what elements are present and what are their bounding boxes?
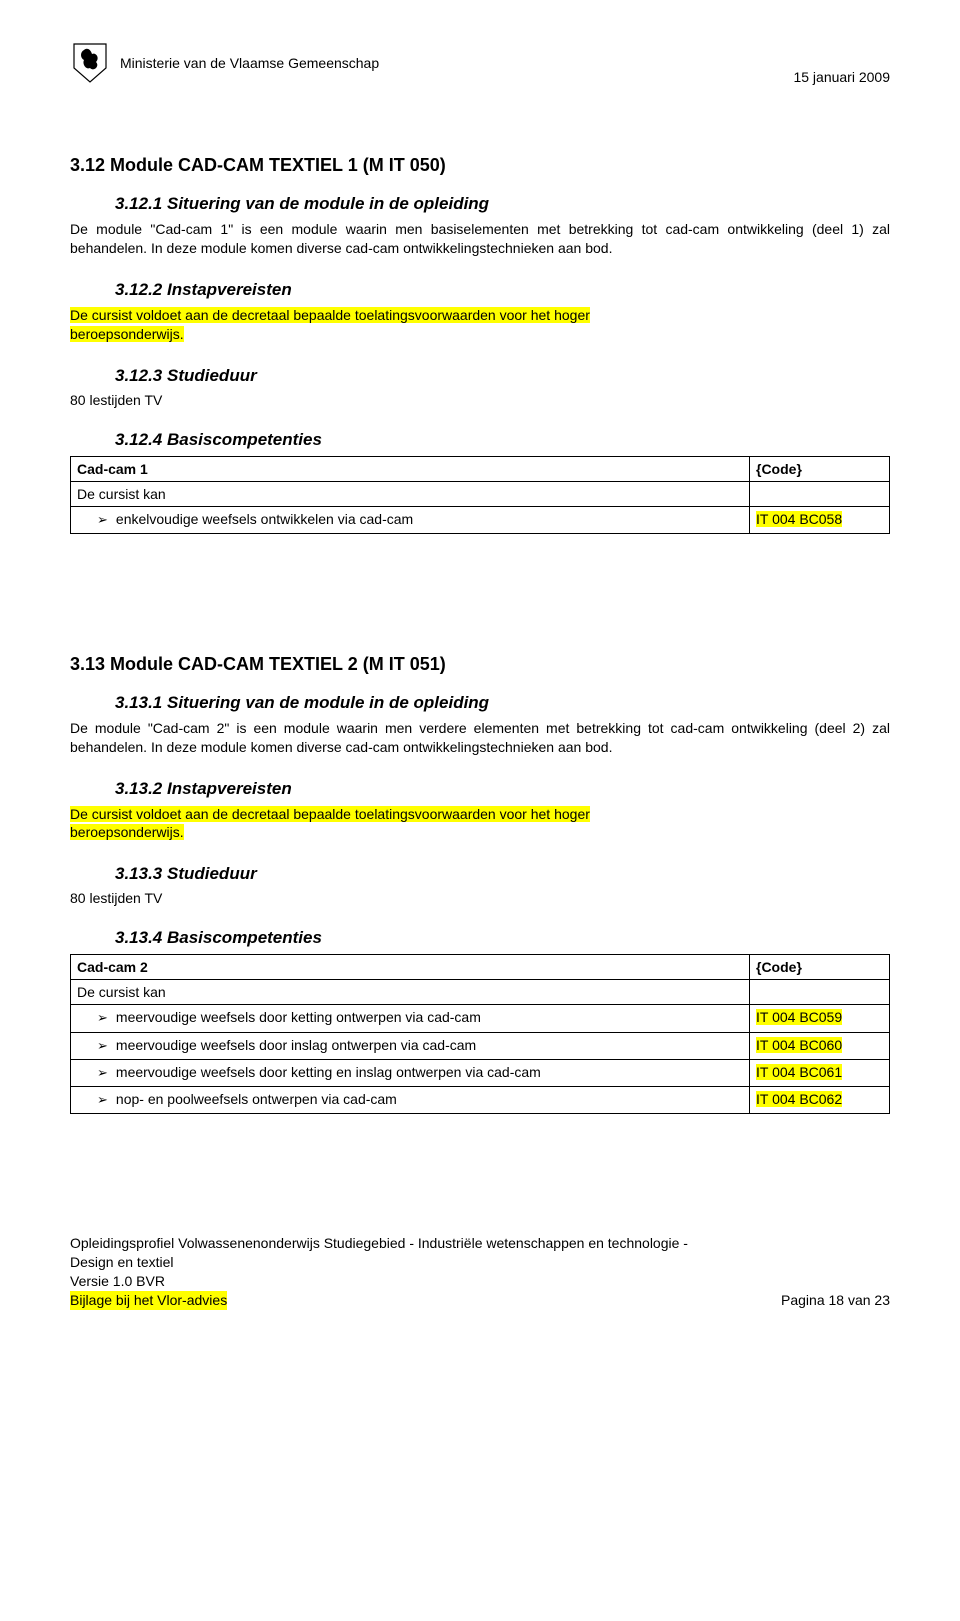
module1-s2-heading: 3.12.2 Instapvereisten [115,280,890,300]
header-date: 15 januari 2009 [793,69,890,85]
module1-s1-heading: 3.12.1 Situering van de module in de opl… [115,194,890,214]
module2-code3-cell: IT 004 BC061 [750,1059,890,1086]
module2-competency-table: Cad-cam 2 {Code} De cursist kan ➢ meervo… [70,954,890,1114]
bullet-arrow-icon: ➢ [97,1091,108,1109]
module2-item4-cell: ➢ nop- en poolweefsels ontwerpen via cad… [71,1086,750,1113]
module2-item1-cell: ➢ meervoudige weefsels door ketting ontw… [71,1005,750,1032]
module1-s3-heading: 3.12.3 Studieduur [115,366,890,386]
ministry-name: Ministerie van de Vlaamse Gemeenschap [120,55,379,71]
module1-item1-cell: ➢ enkelvoudige weefsels ontwikkelen via … [71,506,750,533]
module1-table-intro: De cursist kan [71,481,750,506]
module2-s2-body: De cursist voldoet aan de decretaal bepa… [70,805,890,843]
module1-s4-heading: 3.12.4 Basiscompetenties [115,430,890,450]
module2-code4: IT 004 BC062 [756,1091,842,1107]
module2-table-intro: De cursist kan [71,980,750,1005]
bullet-arrow-icon: ➢ [97,1037,108,1055]
page-footer: Opleidingsprofiel Volwassenenonderwijs S… [70,1234,890,1310]
module1-item1-text: enkelvoudige weefsels ontwikkelen via ca… [116,511,413,527]
module2-s2-heading: 3.13.2 Instapvereisten [115,779,890,799]
module2-item3-cell: ➢ meervoudige weefsels door ketting en i… [71,1059,750,1086]
module1-code1: IT 004 BC058 [756,511,842,527]
table-row: ➢ meervoudige weefsels door inslag ontwe… [71,1032,890,1059]
module1-table-title: Cad-cam 1 [71,456,750,481]
bullet-arrow-icon: ➢ [97,1064,108,1082]
bullet-arrow-icon: ➢ [97,1009,108,1027]
bullet-arrow-icon: ➢ [97,511,108,529]
table-cell-empty [750,980,890,1005]
module2-code3: IT 004 BC061 [756,1064,842,1080]
footer-line1: Opleidingsprofiel Volwassenenonderwijs S… [70,1234,890,1253]
module2-s1-body: De module "Cad-cam 2" is een module waar… [70,719,890,757]
module2-item1-text: meervoudige weefsels door ketting ontwer… [116,1009,481,1025]
module1-heading: 3.12 Module CAD-CAM TEXTIEL 1 (M IT 050) [70,155,890,176]
module2-code1: IT 004 BC059 [756,1009,842,1025]
table-row: ➢ nop- en poolweefsels ontwerpen via cad… [71,1086,890,1113]
table-row: ➢ meervoudige weefsels door ketting en i… [71,1059,890,1086]
table-row: Cad-cam 1 {Code} [71,456,890,481]
module2-s4-heading: 3.13.4 Basiscompetenties [115,928,890,948]
module2-item3-text: meervoudige weefsels door ketting en ins… [116,1064,541,1080]
footer-page-number: Pagina 18 van 23 [781,1291,890,1310]
module2-s3-heading: 3.13.3 Studieduur [115,864,890,884]
module2-item4-text: nop- en poolweefsels ontwerpen via cad-c… [116,1091,397,1107]
module1-s3-body: 80 lestijden TV [70,392,890,408]
module1-s2-line1: De cursist voldoet aan de decretaal bepa… [70,307,590,323]
module2-s2-line2: beroepsonderwijs. [70,824,184,840]
module2-s2-line1: De cursist voldoet aan de decretaal bepa… [70,806,590,822]
module1-competency-table: Cad-cam 1 {Code} De cursist kan ➢ enkelv… [70,456,890,534]
footer-line2: Design en textiel [70,1253,890,1272]
module2-heading: 3.13 Module CAD-CAM TEXTIEL 2 (M IT 051) [70,654,890,675]
module2-item2-cell: ➢ meervoudige weefsels door inslag ontwe… [71,1032,750,1059]
table-row: ➢ meervoudige weefsels door ketting ontw… [71,1005,890,1032]
flanders-lion-logo [70,40,110,85]
module2-code2-cell: IT 004 BC060 [750,1032,890,1059]
table-cell-empty [750,481,890,506]
footer-line4: Bijlage bij het Vlor-advies [70,1291,227,1310]
table-row: ➢ enkelvoudige weefsels ontwikkelen via … [71,506,890,533]
module1-table-code-header: {Code} [750,456,890,481]
table-row: De cursist kan [71,481,890,506]
module2-s3-body: 80 lestijden TV [70,890,890,906]
module2-item2-text: meervoudige weefsels door inslag ontwerp… [116,1037,476,1053]
footer-line3: Versie 1.0 BVR [70,1272,890,1291]
module2-s1-heading: 3.13.1 Situering van de module in de opl… [115,693,890,713]
module2-code4-cell: IT 004 BC062 [750,1086,890,1113]
module2-code2: IT 004 BC060 [756,1037,842,1053]
header-left: Ministerie van de Vlaamse Gemeenschap [70,40,379,85]
page-header: Ministerie van de Vlaamse Gemeenschap 15… [70,40,890,85]
module1-s2-body: De cursist voldoet aan de decretaal bepa… [70,306,890,344]
module2-table-title: Cad-cam 2 [71,955,750,980]
module2-code1-cell: IT 004 BC059 [750,1005,890,1032]
table-row: De cursist kan [71,980,890,1005]
module1-code1-cell: IT 004 BC058 [750,506,890,533]
module2-table-code-header: {Code} [750,955,890,980]
table-row: Cad-cam 2 {Code} [71,955,890,980]
module1-s1-body: De module "Cad-cam 1" is een module waar… [70,220,890,258]
module1-s2-line2: beroepsonderwijs. [70,326,184,342]
